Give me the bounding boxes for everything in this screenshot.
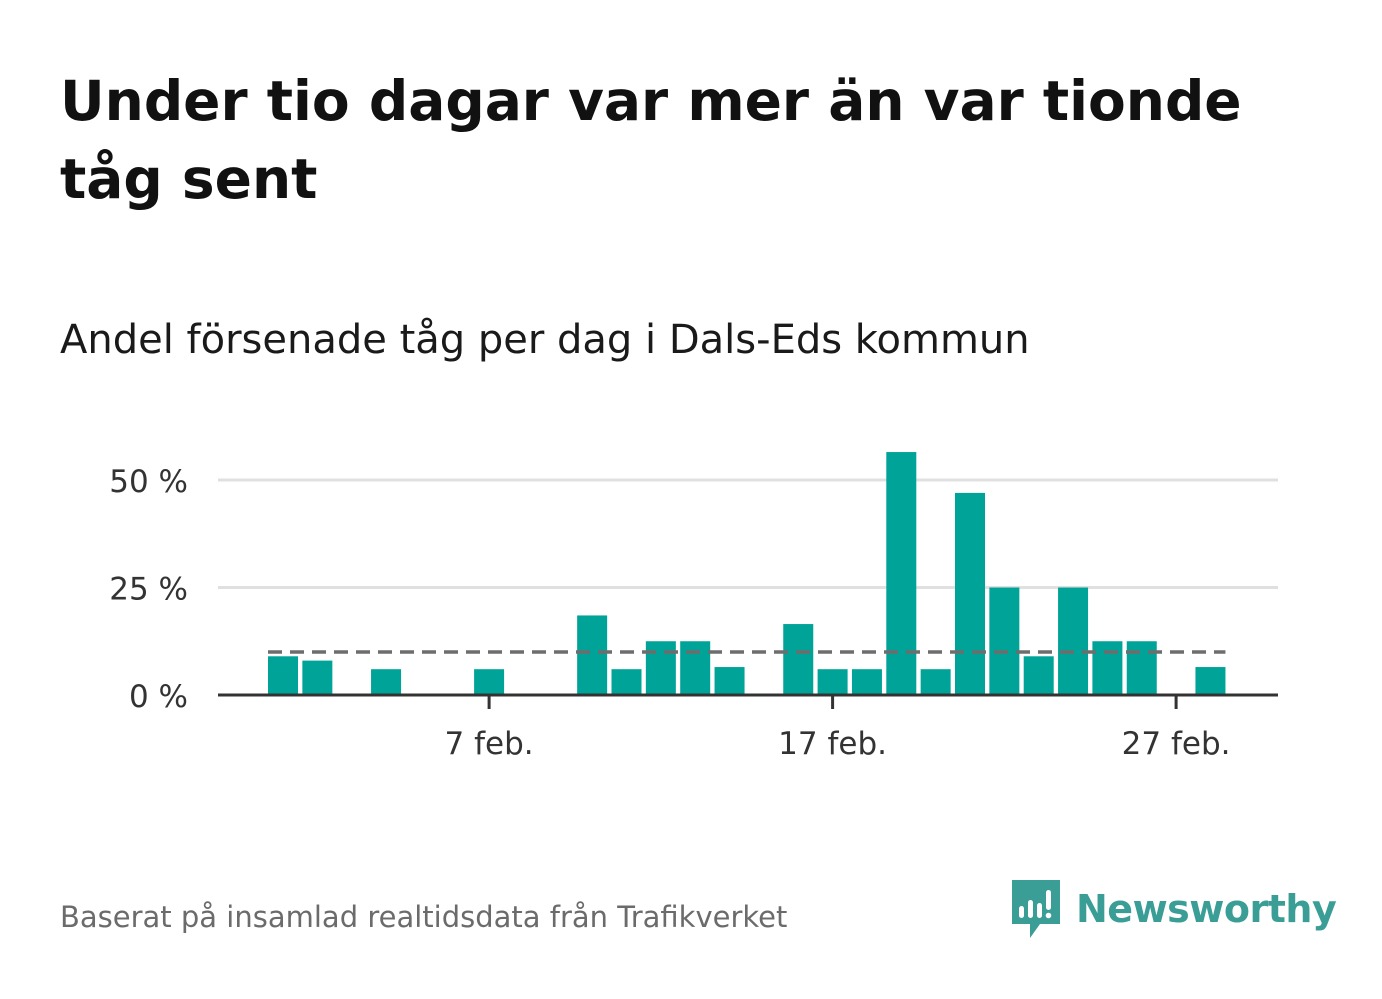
chart-title: Under tio dagar var mer än var tionde tå… (60, 69, 1242, 211)
bar (886, 452, 917, 695)
chart-subtitle: Andel försenade tåg per dag i Dals-Eds k… (60, 317, 1030, 363)
newsworthy-logo-icon (1012, 880, 1060, 938)
bar (302, 660, 333, 695)
x-tick-label: 27 feb. (1122, 726, 1231, 762)
bar (989, 587, 1020, 695)
x-tick-label: 17 feb. (778, 726, 887, 762)
bar (645, 641, 676, 695)
y-tick-label: 50 % (109, 464, 188, 500)
bar (955, 492, 985, 695)
bar (783, 624, 814, 695)
bar (920, 669, 951, 695)
bar-chart: 0 % 25 % 50 % 7 feb. 17 feb. 27 feb. (109, 452, 1278, 762)
brand-logo: Newsworthy (1010, 878, 1337, 940)
x-tick-label: 7 feb. (445, 726, 534, 762)
bar (371, 669, 402, 695)
bar (1126, 641, 1157, 695)
bar (474, 669, 505, 695)
bar (1023, 656, 1054, 695)
y-tick-label: 25 % (109, 572, 188, 608)
y-tick-label: 0 % (129, 679, 188, 715)
source-note: Baserat på insamlad realtidsdata från Tr… (60, 900, 788, 934)
bar (268, 656, 298, 695)
bar (851, 669, 882, 695)
bar (714, 667, 745, 695)
bar (577, 615, 608, 695)
brand-name: Newsworthy (1076, 887, 1337, 931)
bar (1058, 587, 1089, 695)
bar (680, 641, 711, 695)
bar (1092, 641, 1123, 695)
bar (611, 669, 642, 695)
bar (1195, 667, 1226, 695)
bar (817, 669, 848, 695)
